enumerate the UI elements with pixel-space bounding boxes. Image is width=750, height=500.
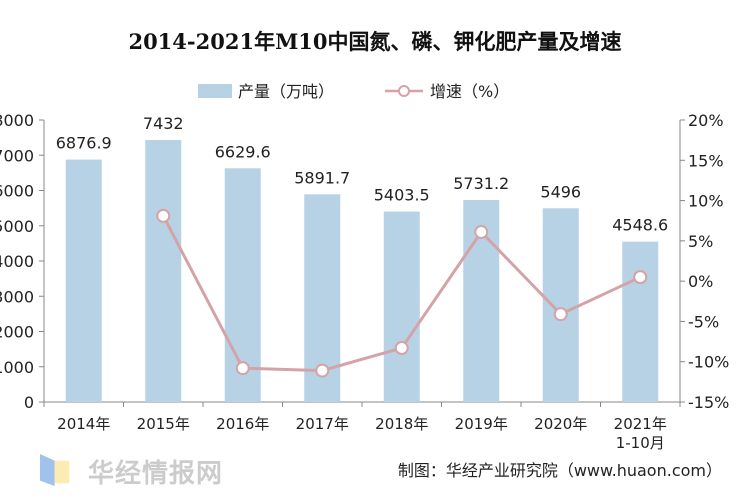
growth-point [633,270,648,285]
bar [542,208,579,402]
x-axis-tick-label: 1-10月 [616,434,665,452]
x-axis-tick-label: 2020年 [534,415,587,433]
x-axis-tick-label: 2018年 [375,415,428,433]
bar-data-label: 6629.6 [215,142,271,161]
x-axis-tick-label: 2014年 [57,415,110,433]
right-axis-tick-label: -15% [688,393,729,412]
x-axis-tick-label: 2017年 [296,415,349,433]
legend-line-label: 增速（%） [430,82,509,101]
right-axis-tick-label: 5% [688,232,713,251]
right-axis-tick-label: 0% [688,272,713,291]
chart-source-footer: 制图：华经产业研究院（www.huaon.com） [397,461,722,480]
legend-line-marker [398,85,410,97]
bar-data-label: 5403.5 [374,186,430,205]
left-axis-tick-label: 2000 [0,323,34,342]
left-axis-tick-label: 6000 [0,182,34,201]
bar-data-label: 5496 [540,182,581,201]
left-axis-tick-label: 1000 [0,358,34,377]
bar-data-label: 6876.9 [56,134,112,153]
watermark-text: 华经情报网 [88,459,224,489]
bar-data-label: 7432 [143,114,184,133]
growth-point [235,361,250,376]
bar [145,140,182,402]
chart-title: 2014-2021年M10中国氮、磷、钾化肥产量及增速 [128,29,622,54]
growth-point [394,341,409,356]
legend-bar-label: 产量（万吨） [238,82,334,101]
growth-point [315,363,330,378]
right-axis-tick-label: 10% [688,192,724,211]
bar [622,241,659,402]
bar-data-label: 4548.6 [612,216,668,235]
right-axis-tick-label: 20% [688,111,724,130]
watermark-logo [40,454,70,486]
x-axis-tick-label: 2021年 [614,415,667,433]
right-axis-tick-label: 15% [688,151,724,170]
left-axis-tick-label: 7000 [0,146,34,165]
left-axis-tick-label: 3000 [0,287,34,306]
bar [65,159,102,402]
left-axis-tick-label: 4000 [0,252,34,271]
right-axis-tick-label: -10% [688,353,729,372]
left-axis-tick-label: 8000 [0,111,34,130]
bar-data-label: 5731.2 [453,174,509,193]
growth-point [156,208,171,223]
bar [383,211,420,402]
left-axis-tick-label: 5000 [0,217,34,236]
bar-data-label: 5891.7 [294,168,350,187]
legend-bar-swatch [198,84,232,98]
left-axis-tick-label: 0 [24,393,34,412]
growth-point [474,224,489,239]
x-axis-tick-label: 2016年 [216,415,269,433]
right-axis-tick-label: -5% [688,312,719,331]
x-axis-tick-label: 2019年 [455,415,508,433]
growth-point [553,307,568,322]
x-axis-tick-label: 2015年 [137,415,190,433]
